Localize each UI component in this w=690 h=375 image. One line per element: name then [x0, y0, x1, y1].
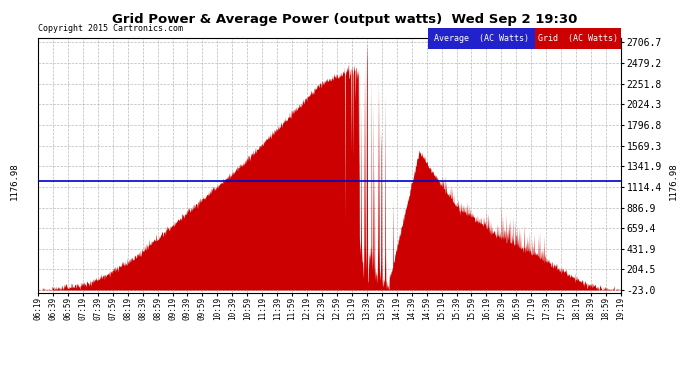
- Text: Grid  (AC Watts): Grid (AC Watts): [538, 34, 618, 43]
- Text: 1176.98: 1176.98: [669, 162, 678, 200]
- Text: Average  (AC Watts): Average (AC Watts): [434, 34, 529, 43]
- Text: Grid Power & Average Power (output watts)  Wed Sep 2 19:30: Grid Power & Average Power (output watts…: [112, 13, 578, 26]
- Text: Copyright 2015 Cartronics.com: Copyright 2015 Cartronics.com: [38, 24, 183, 33]
- Text: 1176.98: 1176.98: [10, 162, 19, 200]
